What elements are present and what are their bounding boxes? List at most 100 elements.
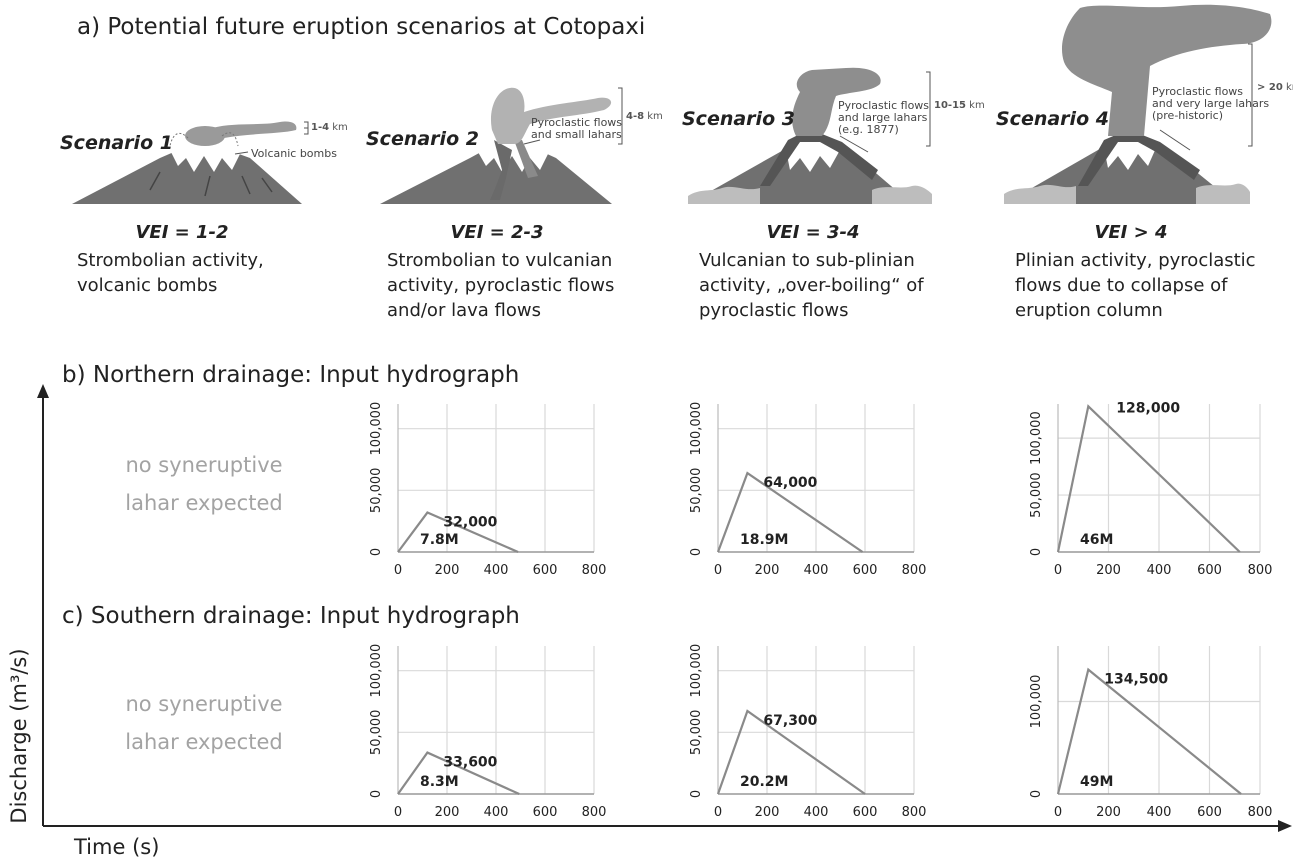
scenario-1-height: 1-4 km [311,122,348,133]
scenario-3-description: Vulcanian to sub-plinian activity, „over… [699,250,924,321]
x-tick-label: 800 [902,563,927,578]
y-tick-label: 0 [369,790,384,798]
x-tick-label: 800 [1248,805,1273,820]
x-tick-label: 600 [533,563,558,578]
y-tick-label: 0 [369,548,384,556]
scenario-4-callout: Pyroclastic flows and very large lahars … [1152,85,1270,122]
x-tick-label: 0 [714,563,722,578]
x-tick-label: 600 [1197,563,1222,578]
y-tick-label: 0 [1029,790,1044,798]
scenario-3-label: Scenario 3 [682,108,795,130]
y-tick-label: 0 [689,790,704,798]
hydrograph-line [397,511,519,554]
peak-discharge-label: 134,500 [1104,672,1168,688]
volume-label: 18.9M [740,532,788,548]
y-tick-label: 50,000 [689,710,704,756]
x-tick-label: 200 [1096,805,1121,820]
section-a-title: a) Potential future eruption scenarios a… [77,14,646,40]
x-tick-label: 400 [1147,805,1172,820]
scenario-4-volcano [1004,4,1272,204]
scenario-1-label: Scenario 1 [60,132,173,154]
x-tick-label: 200 [1096,563,1121,578]
scenario-1-callout: Volcanic bombs [251,147,337,160]
y-tick-label: 50,000 [689,468,704,513]
section-c-title: c) Southern drainage: Input hydrograph [62,603,520,629]
hydrograph-b-scenario-3: 0 200 400 600 800 0 50,000 100,000 64,000 18.9M [689,402,927,578]
x-tick-label: 400 [484,563,509,578]
peak-discharge-label: 33,600 [443,755,497,771]
x-tick-label: 200 [755,805,780,820]
volcano-illustrations [72,4,1272,204]
y-tick-label: 0 [689,548,704,556]
y-tick-label: 50,000 [369,710,384,756]
scenario-2-height: 4-8 km [626,111,663,122]
y-axis-label: Discharge (m³/s) [7,648,31,824]
x-tick-label: 600 [853,805,878,820]
scenario-3-vei: VEI = 3-4 [766,222,860,243]
scenario-3-volcano [688,67,932,204]
peak-discharge-label: 67,300 [763,713,817,729]
x-tick-label: 200 [755,563,780,578]
y-tick-label: 50,000 [369,468,384,513]
x-axis-label: Time (s) [74,835,160,859]
volume-label: 46M [1080,532,1113,548]
main-axes [37,384,1292,832]
hydrograph-line [716,709,866,795]
x-tick-label: 400 [804,563,829,578]
volume-label: 8.3M [420,774,459,790]
x-tick-label: 800 [582,563,607,578]
scenario-2-vei: VEI = 2-3 [450,222,544,243]
section-c-no-lahar-note: no syneruptive lahar expected [125,692,283,754]
x-tick-label: 0 [714,805,722,820]
scenario-4-label: Scenario 4 [996,108,1109,130]
scenario-2-callout: Pyroclastic flows and small lahars [531,116,623,141]
y-tick-label: 100,000 [369,644,384,698]
x-tick-label: 400 [484,805,509,820]
scenario-3-height: 10-15 km [934,100,985,111]
hydrograph-line [1056,404,1241,553]
peak-discharge-label: 32,000 [443,515,497,531]
x-tick-label: 600 [533,805,558,820]
scenario-2-label: Scenario 2 [366,128,479,150]
y-tick-label: 100,000 [1029,675,1044,729]
hydrograph-b-scenario-4: 0 200 400 600 800 0 50,000 100,000 128,000 46M [1029,400,1273,578]
y-tick-label: 100,000 [1029,411,1044,465]
y-tick-label: 100,000 [689,402,704,456]
y-tick-label: 50,000 [1029,472,1044,518]
scenario-2-description: Strombolian to vulcanian activity, pyroc… [387,250,615,321]
x-tick-label: 0 [1054,563,1062,578]
x-tick-label: 0 [394,563,402,578]
x-tick-label: 600 [1197,805,1222,820]
scenario-4-vei: VEI > 4 [1094,222,1168,243]
hydrograph-line [716,471,864,553]
y-tick-label: 100,000 [369,402,384,456]
hydrograph-c-scenario-3: 0 200 400 600 800 0 50,000 100,000 67,300 20.2M [689,644,927,820]
x-tick-label: 200 [435,563,460,578]
x-tick-label: 0 [1054,805,1062,820]
y-tick-label: 0 [1029,548,1044,556]
x-tick-label: 400 [804,805,829,820]
hydrograph-line [1056,667,1242,795]
x-tick-label: 600 [853,563,878,578]
x-tick-label: 0 [394,805,402,820]
scenario-1-volcano [72,121,309,204]
volume-label: 49M [1080,774,1113,790]
x-tick-label: 800 [582,805,607,820]
volume-label: 7.8M [420,532,459,548]
scenario-4-height: > 20 km [1257,82,1293,93]
x-tick-label: 800 [1248,563,1273,578]
peak-discharge-label: 64,000 [763,475,817,491]
x-tick-label: 800 [902,805,927,820]
section-b-title: b) Northern drainage: Input hydrograph [62,362,520,388]
scenario-1-vei: VEI = 1-2 [135,222,229,243]
section-b-no-lahar-note: no syneruptive lahar expected [125,453,283,515]
scenario-2-volcano [380,87,623,204]
x-tick-label: 400 [1147,563,1172,578]
scenario-4-description: Plinian activity, pyroclastic flows due … [1015,250,1256,321]
volume-label: 20.2M [740,774,788,790]
hydrograph-c-scenario-2: 0 200 400 600 800 0 50,000 100,000 33,600 8.3M [369,644,607,820]
peak-discharge-label: 128,000 [1116,400,1180,416]
hydrograph-c-scenario-4: 0 200 400 600 800 0 100,000 134,500 49M [1029,646,1273,820]
hydrograph-line [397,751,520,796]
